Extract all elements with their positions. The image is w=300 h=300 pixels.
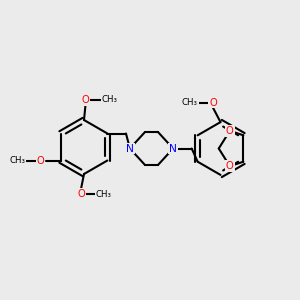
- Text: N: N: [126, 143, 134, 154]
- Text: CH₃: CH₃: [182, 98, 198, 107]
- Text: O: O: [82, 95, 89, 105]
- Text: O: O: [77, 189, 85, 199]
- Text: CH₃: CH₃: [10, 156, 26, 165]
- Text: CH₃: CH₃: [102, 95, 118, 104]
- Text: N: N: [169, 143, 177, 154]
- Text: O: O: [209, 98, 217, 108]
- Text: O: O: [226, 126, 234, 136]
- Text: O: O: [226, 161, 234, 171]
- Text: O: O: [37, 155, 44, 166]
- Text: CH₃: CH₃: [96, 190, 112, 199]
